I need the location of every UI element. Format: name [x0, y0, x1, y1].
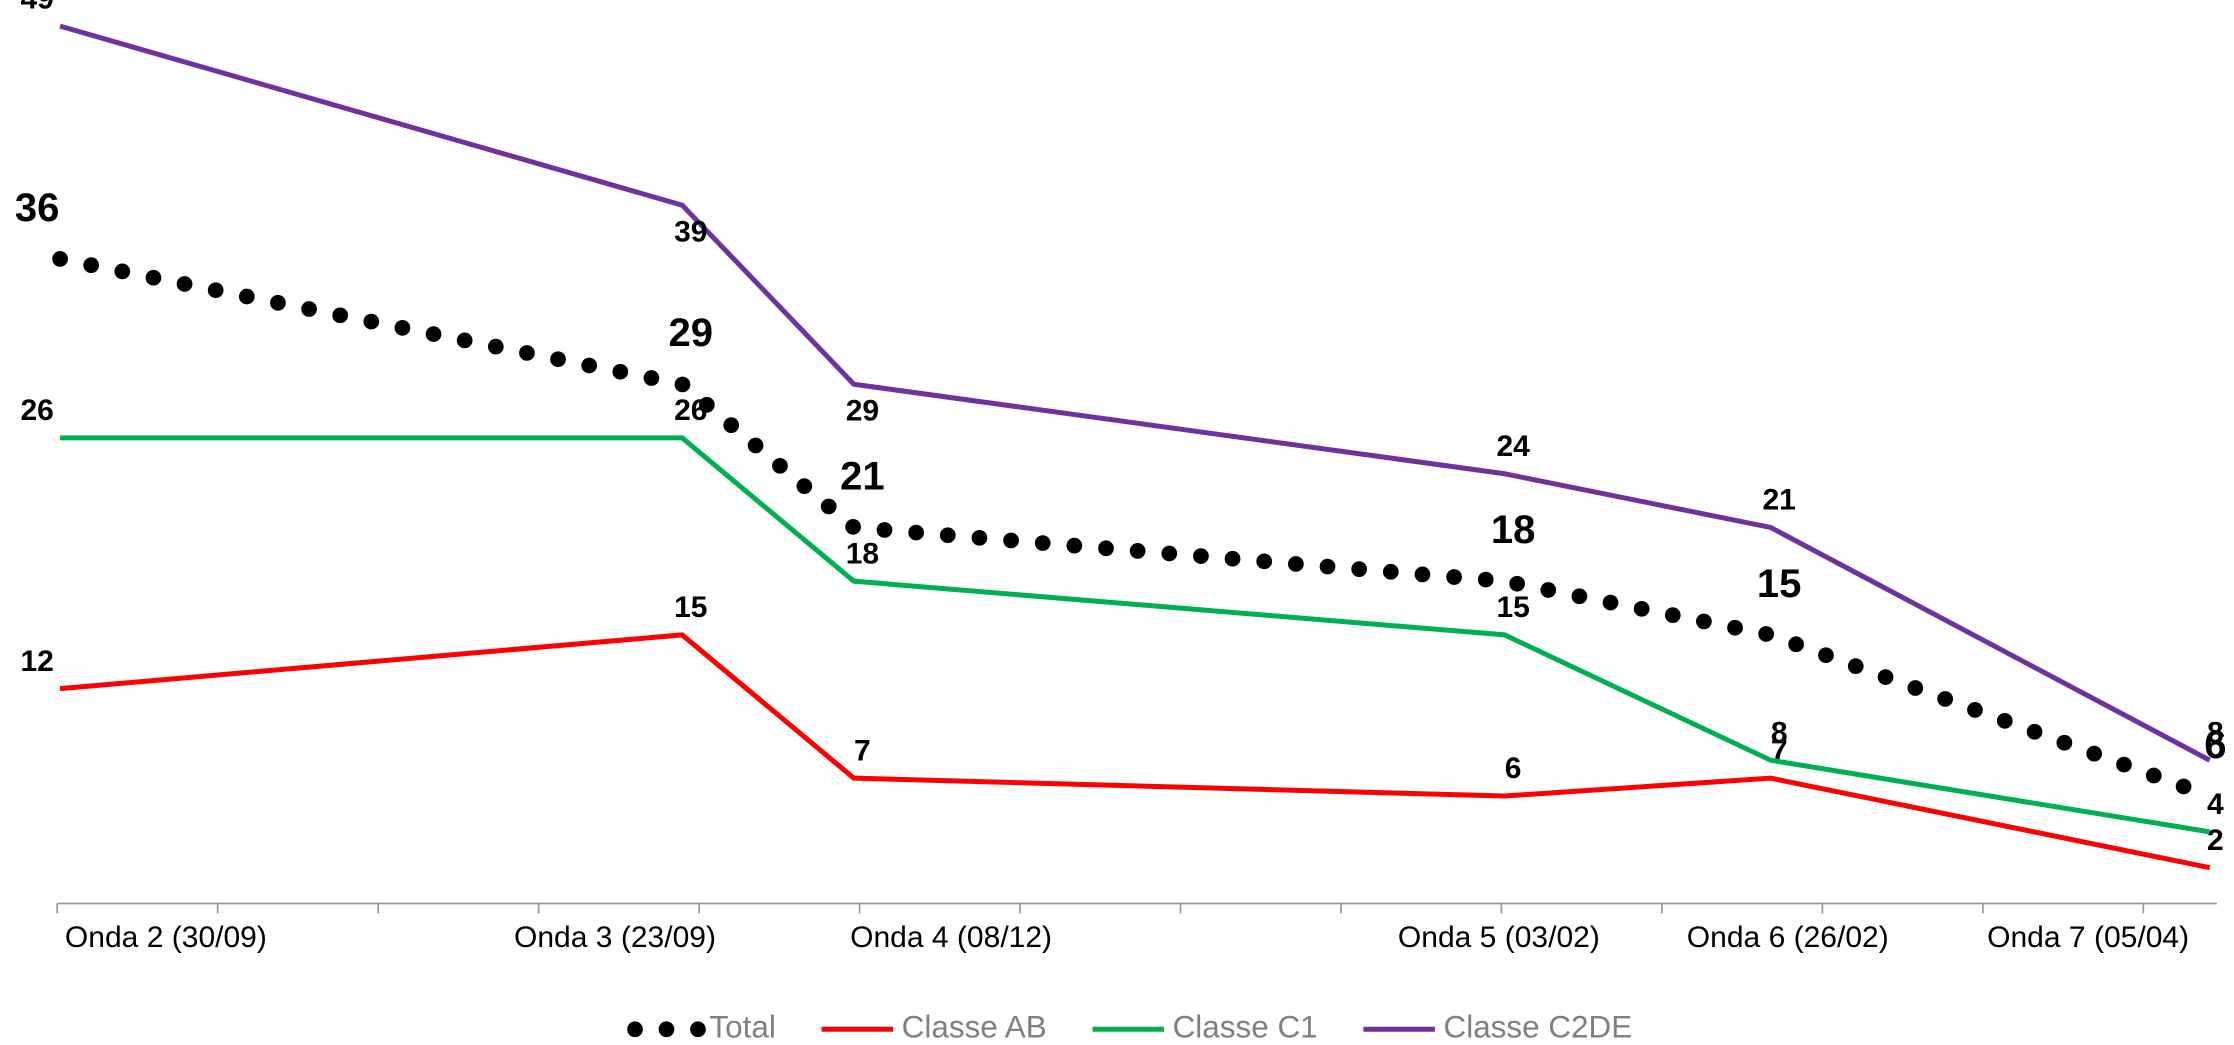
data-label: 2 [2207, 824, 2224, 857]
x-tick-label: Onda 7 (05/04) [1987, 921, 2189, 954]
data-label: 26 [674, 394, 707, 427]
data-label: 39 [674, 216, 707, 249]
x-tick-label: Onda 2 (30/09) [65, 921, 267, 954]
data-label: 36 [15, 186, 60, 230]
data-label: 6 [2204, 723, 2226, 767]
data-label: 7 [854, 734, 871, 767]
data-label: 8 [2207, 716, 2224, 749]
data-label: 26 [20, 394, 53, 427]
legend-label: Classe C1 [1173, 1010, 1318, 1045]
x-tick-label: Onda 3 (23/09) [514, 921, 716, 954]
data-label: 15 [674, 591, 707, 624]
legend-label: Classe C2DE [1444, 1010, 1633, 1045]
data-label: 15 [1496, 591, 1529, 624]
series-line [52, 251, 2218, 804]
legend-label: Total [709, 1010, 775, 1045]
data-label: 29 [846, 395, 879, 428]
data-label: 8 [1771, 716, 1788, 749]
data-label: 15 [1757, 562, 1802, 606]
series-line [59, 632, 2211, 871]
x-tick-label: Onda 5 (03/02) [1398, 921, 1600, 954]
data-label: 18 [1491, 508, 1536, 552]
x-tick-label: Onda 6 (26/02) [1687, 921, 1889, 954]
data-label: 12 [20, 645, 53, 678]
data-label: 6 [1505, 752, 1522, 785]
data-label: 4 [2207, 788, 2224, 821]
x-tick-label: Onda 4 (08/12) [850, 921, 1052, 954]
series-line [59, 23, 2211, 763]
series-line [60, 435, 2211, 835]
data-label: 21 [1762, 484, 1795, 517]
data-label: 29 [669, 311, 714, 355]
data-label: 24 [1496, 430, 1530, 463]
data-label: 21 [840, 454, 885, 498]
data-label: 18 [846, 537, 879, 570]
legend-label: Classe AB [902, 1010, 1047, 1045]
data-label: 49 [20, 0, 53, 15]
